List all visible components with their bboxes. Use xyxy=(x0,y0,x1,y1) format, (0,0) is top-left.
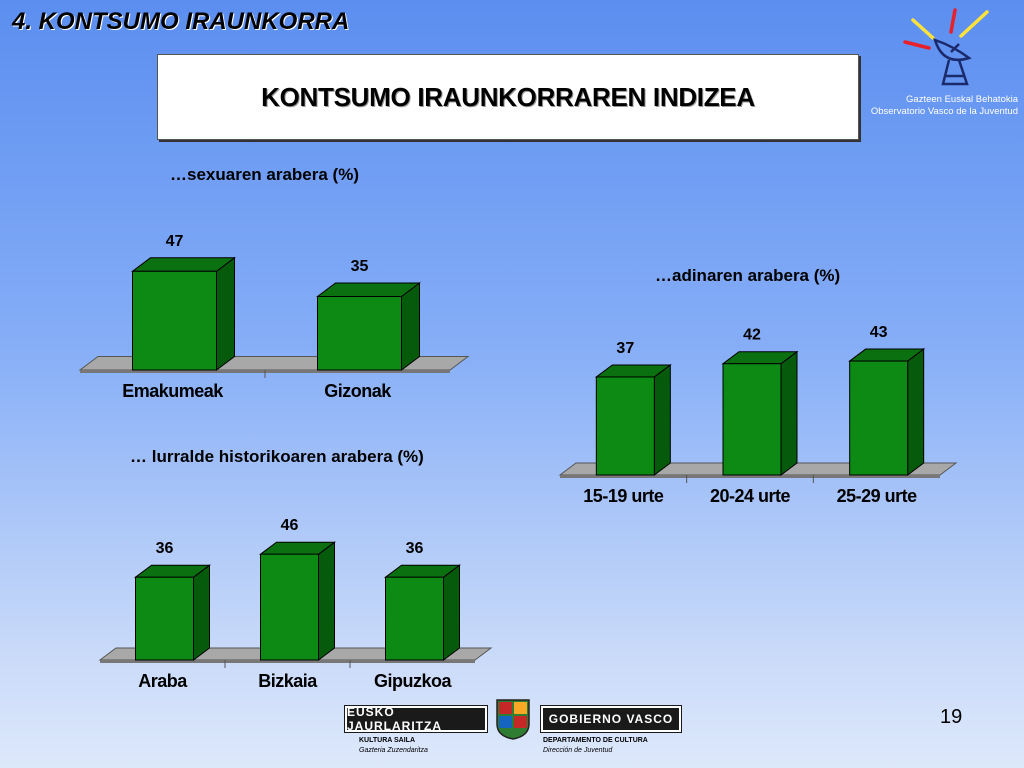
chart-by-sex: 47 Emakumeak 35 Gizonak xyxy=(78,233,470,401)
data-label: 47 xyxy=(166,233,184,250)
logo-ray xyxy=(903,40,931,50)
satellite-dish-icon xyxy=(933,38,972,86)
bar-side xyxy=(401,282,420,371)
data-label: 37 xyxy=(616,340,634,357)
footer-left-dept: KULTURA SAILA xyxy=(359,737,415,744)
logo-text: Gazteen Euskal Behatokia Observatorio Va… xyxy=(871,94,1018,118)
tick-label: 15-19 urte xyxy=(583,486,664,506)
bar xyxy=(385,576,444,661)
chart-floor-edge xyxy=(560,475,940,478)
bar-top xyxy=(131,257,236,272)
bar-side xyxy=(653,363,671,476)
bar-side xyxy=(780,350,798,476)
chart-by-age: 37 15-19 urte 42 20-24 urte 43 25-29 urte xyxy=(558,324,958,506)
chart-2-title: …adinaren arabera (%) xyxy=(655,266,841,285)
title-box: KONTSUMO IRAUNKORRAREN INDIZEA xyxy=(157,54,859,140)
tick-label: Bizkaia xyxy=(258,671,318,691)
footer-banner-left: EUSKO JAURLARITZA xyxy=(344,705,488,733)
data-label: 35 xyxy=(351,258,369,275)
tick-label: Gizonak xyxy=(324,381,392,401)
footer-right-caption: DEPARTAMENTO DE CULTURA Dirección de Juv… xyxy=(543,736,648,756)
data-label: 43 xyxy=(870,324,888,341)
footer-right-dept: DEPARTAMENTO DE CULTURA xyxy=(543,737,648,744)
bar xyxy=(260,553,319,661)
footer-left-caption: KULTURA SAILA Gazteria Zuzendaritza xyxy=(359,736,428,756)
bar-side xyxy=(216,256,235,371)
bar xyxy=(722,363,782,476)
data-label: 36 xyxy=(406,540,424,557)
bar-side xyxy=(443,564,460,661)
footer-right-dir: Dirección de Juventud xyxy=(543,747,613,754)
bar xyxy=(595,376,655,476)
bar xyxy=(317,296,402,371)
observatory-logo xyxy=(903,8,989,86)
chart-by-territory: 36 Araba 46 Bizkaia 36 Gipuzkoa xyxy=(98,517,493,691)
logo-ray xyxy=(959,10,989,38)
chart-floor-edge xyxy=(100,660,475,663)
bar-side xyxy=(193,564,210,661)
data-label: 36 xyxy=(156,540,174,557)
tick-label: Araba xyxy=(138,671,188,691)
tick-label: 20-24 urte xyxy=(710,486,791,506)
footer-left-dir: Gazteria Zuzendaritza xyxy=(359,747,428,754)
chart-1-title: …sexuaren arabera (%) xyxy=(170,165,359,184)
page-title: KONTSUMO IRAUNKORRAREN INDIZEA xyxy=(261,81,755,112)
bar-side xyxy=(907,348,925,476)
bar xyxy=(135,576,194,661)
logo-line-1: Gazteen Euskal Behatokia xyxy=(906,94,1018,105)
tick-label: Gipuzkoa xyxy=(374,671,452,691)
logo-ray xyxy=(911,18,935,40)
data-label: 46 xyxy=(281,517,299,534)
chart-3-title: … lurralde historikoaren arabera (%) xyxy=(130,447,424,466)
bar xyxy=(132,270,217,371)
coat-of-arms-icon xyxy=(496,699,530,740)
tick-label: 25-29 urte xyxy=(837,486,918,506)
section-title: 4. KONTSUMO IRAUNKORRA xyxy=(12,8,350,35)
footer-banner-right: GOBIERNO VASCO xyxy=(540,705,682,733)
tick-label: Emakumeak xyxy=(122,381,224,401)
footer-logo: EUSKO JAURLARITZA GOBIERNO VASCO KULTURA… xyxy=(344,698,685,762)
bar-top xyxy=(316,282,421,297)
page-number: 19 xyxy=(940,706,963,728)
bar xyxy=(849,360,909,476)
logo-ray xyxy=(949,8,957,34)
logo-line-2: Observatorio Vasco de la Juventud xyxy=(870,106,1018,117)
bar-side xyxy=(318,541,335,661)
data-label: 42 xyxy=(743,327,761,344)
